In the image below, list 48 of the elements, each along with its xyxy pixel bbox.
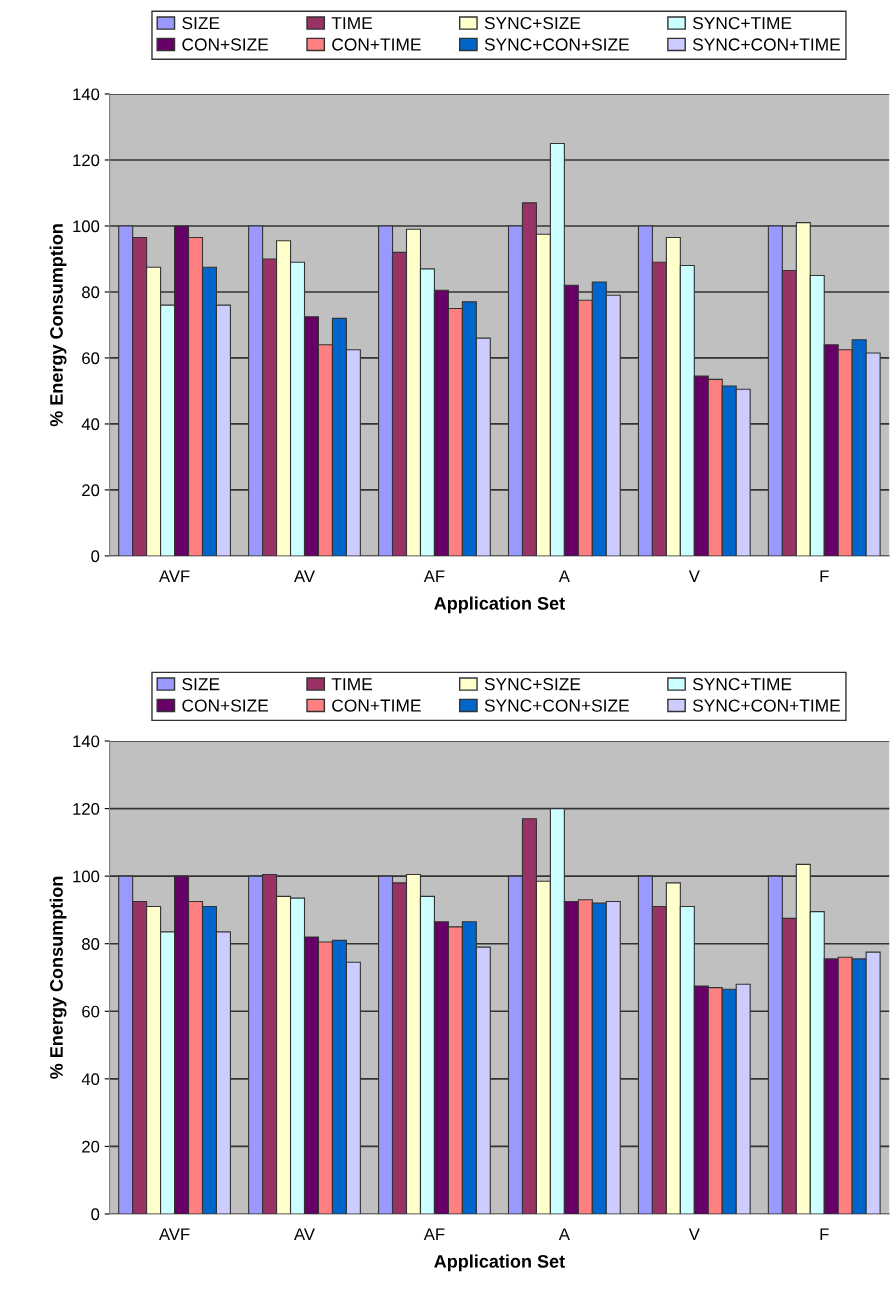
legend-label: SYNC+CON+SIZE xyxy=(484,38,629,51)
legend-label: TIME xyxy=(331,17,373,30)
legend-label: SYNC+TIME xyxy=(692,16,792,30)
x-tick-label: F xyxy=(820,1228,829,1240)
x-tick-label: A xyxy=(558,570,570,582)
legend-label: SYNC+CON+TIME xyxy=(692,38,840,51)
x-tick-label: AF xyxy=(423,1228,445,1240)
legend-label: CON+TIME xyxy=(332,699,421,712)
y-tick-label: 0 xyxy=(91,1208,100,1221)
legend-label: SIZE xyxy=(182,16,220,30)
legend-label: SYNC+SIZE xyxy=(484,678,581,691)
legend-label: SYNC+CON+SIZE xyxy=(484,699,629,712)
legend-label: CON+TIME xyxy=(332,38,421,51)
y-tick-label: 100 xyxy=(73,870,100,883)
x-tick-label: A xyxy=(558,1228,570,1240)
y-tick-label: 60 xyxy=(82,1005,100,1018)
legend-label: CON+SIZE xyxy=(182,38,269,51)
x-tick-label: AF xyxy=(423,570,445,582)
legend-label: SYNC+TIME xyxy=(692,678,792,691)
y-tick-label: 100 xyxy=(73,220,100,233)
y-tick-label: 20 xyxy=(82,484,100,497)
y-tick-label: 60 xyxy=(82,352,100,365)
y-tick-label: 120 xyxy=(73,802,100,815)
legend-label: CON+SIZE xyxy=(182,699,269,712)
x-tick-label: V xyxy=(688,1228,700,1240)
y-tick-label: 20 xyxy=(82,1140,100,1153)
legend-label: SYNC+SIZE xyxy=(484,16,581,30)
y-tick-label: 80 xyxy=(82,286,100,299)
legend-label: SIZE xyxy=(182,678,220,691)
y-tick-label: 40 xyxy=(81,1073,100,1086)
y-tick-label: 140 xyxy=(73,88,100,101)
y-tick-label: 120 xyxy=(73,154,100,167)
x-tick-label: AVF xyxy=(159,1228,190,1240)
y-tick-label: 80 xyxy=(82,938,100,950)
y-tick-label: 140 xyxy=(73,735,100,748)
x-tick-label: V xyxy=(688,570,700,582)
y-tick-label: 40 xyxy=(81,418,100,431)
x-tick-label: AV xyxy=(294,1228,315,1240)
x-axis-title: Application Set xyxy=(434,596,565,614)
legend-label: SYNC+CON+TIME xyxy=(692,699,840,712)
y-tick-label: 0 xyxy=(91,550,100,563)
legend-label: TIME xyxy=(331,678,373,691)
x-tick-label: AV xyxy=(294,570,315,582)
x-tick-label: AVF xyxy=(159,570,190,582)
y-axis-title: % Energy Consumption xyxy=(49,224,67,427)
x-tick-label: F xyxy=(820,570,829,582)
y-axis-title: % Energy Consumption xyxy=(49,876,67,1079)
x-axis-title: Application Set xyxy=(434,1254,565,1272)
